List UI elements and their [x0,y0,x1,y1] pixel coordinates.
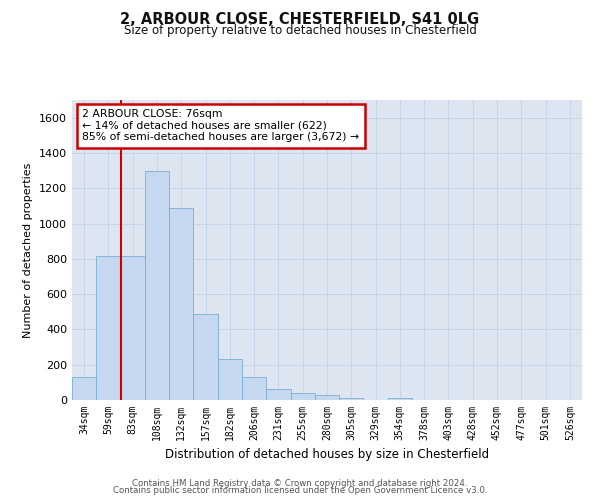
Bar [145,172,169,400]
Bar [121,256,145,400]
Bar [290,394,315,400]
X-axis label: Distribution of detached houses by size in Chesterfield: Distribution of detached houses by size … [165,448,489,462]
Text: 2 ARBOUR CLOSE: 76sqm
← 14% of detached houses are smaller (622)
85% of semi-det: 2 ARBOUR CLOSE: 76sqm ← 14% of detached … [82,109,359,142]
Y-axis label: Number of detached properties: Number of detached properties [23,162,34,338]
Bar [242,377,266,400]
Bar [315,395,339,400]
Bar [193,314,218,400]
Bar [388,398,412,400]
Text: 2, ARBOUR CLOSE, CHESTERFIELD, S41 0LG: 2, ARBOUR CLOSE, CHESTERFIELD, S41 0LG [121,12,479,28]
Bar [169,208,193,400]
Bar [339,398,364,400]
Text: Size of property relative to detached houses in Chesterfield: Size of property relative to detached ho… [124,24,476,37]
Bar [72,377,96,400]
Bar [266,388,290,400]
Text: Contains public sector information licensed under the Open Government Licence v3: Contains public sector information licen… [113,486,487,495]
Bar [96,256,121,400]
Text: Contains HM Land Registry data © Crown copyright and database right 2024.: Contains HM Land Registry data © Crown c… [132,478,468,488]
Bar [218,360,242,400]
